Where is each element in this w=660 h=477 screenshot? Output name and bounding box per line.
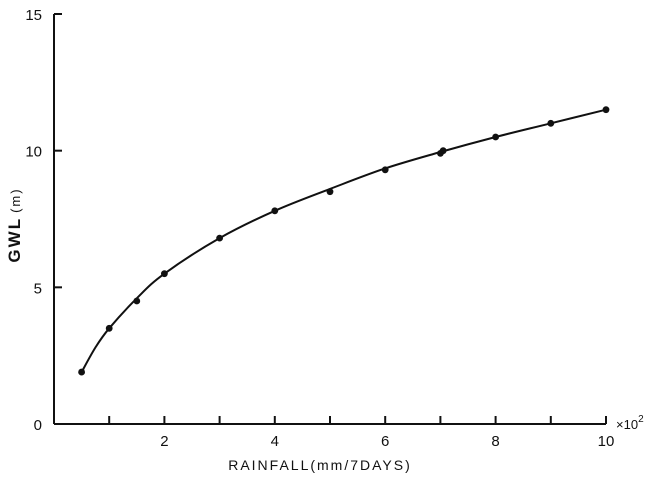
data-point bbox=[602, 106, 610, 114]
y-tick-label: 0 bbox=[34, 417, 42, 434]
x-tick-label: 2 bbox=[160, 433, 168, 450]
fitted-curve bbox=[80, 108, 607, 373]
x-axis-label: RAINFALL(mm/7DAYS) bbox=[228, 457, 412, 473]
x-axis-multiplier: ×102 bbox=[616, 414, 644, 432]
x-tick-label: 8 bbox=[491, 433, 499, 450]
x-multiplier-base: ×10 bbox=[616, 417, 638, 432]
y-axis-label: GWL (m) bbox=[5, 187, 24, 262]
y-tick-label: 15 bbox=[25, 7, 42, 24]
x-tick-label: 6 bbox=[381, 433, 389, 450]
axes bbox=[53, 14, 606, 425]
y-ticks: 0 5 10 15 bbox=[25, 7, 62, 434]
y-axis-label-unit: (m) bbox=[8, 187, 23, 213]
y-tick-label: 10 bbox=[25, 144, 42, 161]
x-multiplier-exponent: 2 bbox=[638, 414, 644, 425]
series-layer bbox=[78, 106, 610, 376]
x-ticks: 2 4 6 8 10 bbox=[108, 416, 615, 450]
y-tick-label: 5 bbox=[34, 280, 42, 297]
x-tick-label: 4 bbox=[271, 433, 279, 450]
y-axis-label-main: GWL bbox=[5, 217, 24, 263]
x-tick-label: 10 bbox=[598, 433, 615, 450]
